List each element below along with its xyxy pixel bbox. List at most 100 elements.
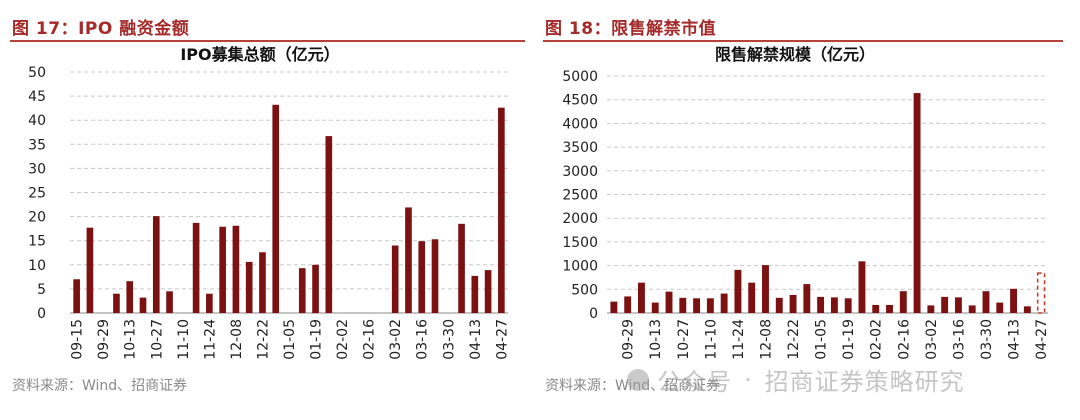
y-tick-label: 4500 — [562, 93, 598, 109]
bar — [325, 136, 333, 313]
x-tick-label: 04-13 — [1007, 319, 1023, 360]
bar — [272, 104, 280, 313]
bar — [113, 293, 120, 313]
y-tick-label: 35 — [28, 137, 46, 153]
bar — [259, 252, 266, 313]
bar — [418, 241, 426, 313]
bar — [391, 245, 399, 313]
y-tick-label: 45 — [28, 89, 46, 105]
x-tick-label: 04-27 — [494, 319, 510, 360]
watermark-name: 招商证券策略研究 — [764, 368, 965, 396]
figure-title: 图 18：限售解禁市值 — [545, 19, 717, 39]
bar — [206, 293, 213, 313]
y-tick-label: 0 — [37, 306, 46, 322]
bar — [471, 275, 479, 313]
bar — [245, 261, 253, 313]
bar — [886, 304, 893, 313]
y-tick-label: 30 — [28, 161, 46, 177]
bar — [803, 284, 811, 313]
bar — [968, 305, 976, 313]
x-tick-label: 09-15 — [70, 319, 86, 360]
x-tick-label: 04-27 — [1034, 319, 1050, 360]
y-tick-label: 3500 — [562, 140, 598, 156]
watermark-separator: · — [744, 365, 753, 394]
bar — [734, 269, 742, 313]
bar — [219, 226, 226, 313]
bar — [775, 297, 783, 313]
x-tick-label: 01-19 — [309, 319, 325, 360]
bar — [693, 298, 701, 313]
y-tick-label: 10 — [28, 258, 46, 274]
y-tick-label: 3000 — [562, 164, 598, 180]
bar — [232, 225, 240, 313]
bar — [126, 281, 134, 313]
bar — [1023, 306, 1031, 313]
bar — [858, 261, 866, 313]
bar — [405, 207, 412, 313]
bar — [748, 282, 756, 313]
bar — [830, 297, 838, 313]
bar — [817, 296, 825, 313]
bar — [872, 304, 880, 313]
bar — [762, 265, 769, 313]
x-tick-label: 12-22 — [255, 319, 271, 360]
x-tick-label: 10-27 — [676, 319, 692, 360]
bar — [192, 222, 200, 313]
y-tick-label: 15 — [28, 234, 46, 250]
x-tick-label: 03-16 — [415, 319, 431, 360]
x-tick-label: 03-16 — [951, 319, 967, 360]
watermark: 公众号 · 招商证券策略研究 — [627, 362, 965, 397]
bar — [651, 302, 659, 313]
y-tick-label: 2500 — [562, 188, 598, 204]
x-tick-label: 03-30 — [979, 319, 995, 360]
wechat-icon — [627, 368, 649, 391]
bar — [624, 296, 632, 313]
y-tick-label: 2000 — [562, 211, 598, 227]
bar — [298, 268, 306, 313]
bar — [982, 291, 990, 313]
bar — [638, 282, 645, 313]
x-tick-label: 03-02 — [924, 319, 940, 360]
x-tick-label: 11-24 — [731, 319, 747, 360]
y-tick-label: 20 — [28, 210, 46, 226]
unlock-chart: 限售解禁规模（亿元） 0 500 1000 1500 2000 2500 3000 3500 40… — [562, 45, 1050, 360]
bar — [498, 107, 505, 313]
x-tick-label: 11-24 — [202, 319, 218, 360]
ipo-chart: IPO募集总额（亿元） 0 5 10 15 20 25 30 35 40 45 50 09-15 09-2… — [28, 45, 510, 360]
title-divider — [10, 40, 525, 42]
y-tick-label: 500 — [571, 282, 598, 298]
bar — [312, 264, 319, 313]
bar — [610, 301, 618, 313]
bar — [139, 297, 147, 313]
bar — [152, 216, 160, 313]
y-tick-label: 40 — [28, 113, 46, 129]
bar — [431, 239, 439, 313]
figure-title: 图 17：IPO 融资金额 — [12, 19, 190, 39]
watermark-account: 公众号 — [657, 368, 732, 396]
bar — [679, 297, 687, 313]
chart-title: 限售解禁规模（亿元） — [715, 45, 875, 64]
x-tick-label: 02-16 — [362, 319, 378, 360]
x-tick-label: 02-16 — [896, 319, 912, 360]
x-tick-label: 01-19 — [841, 319, 857, 360]
x-tick-label: 03-30 — [441, 319, 457, 360]
bar — [789, 294, 797, 313]
bar — [166, 291, 173, 313]
y-tick-label: 5 — [37, 282, 46, 298]
x-tick-label: 04-13 — [468, 319, 484, 360]
figure-unlock-value: 图 18：限售解禁市值 限售解禁规模（亿元） 0 500 1000 1500 2000 25… — [543, 0, 1063, 420]
y-tick-label: 1000 — [562, 259, 598, 275]
bar — [458, 223, 465, 313]
chart-title: IPO募集总额（亿元） — [180, 45, 339, 64]
x-tick-label: 10-27 — [149, 319, 165, 360]
x-tick-label: 10-13 — [123, 319, 139, 360]
x-tick-label: 11-10 — [703, 319, 719, 360]
x-tick-label: 10-13 — [648, 319, 664, 360]
x-tick-label: 12-08 — [229, 319, 245, 360]
title-divider — [543, 40, 1063, 42]
bar — [665, 291, 673, 313]
x-tick-label: 09-29 — [96, 319, 112, 360]
bar — [913, 93, 921, 313]
x-tick-label: 11-10 — [176, 319, 192, 360]
